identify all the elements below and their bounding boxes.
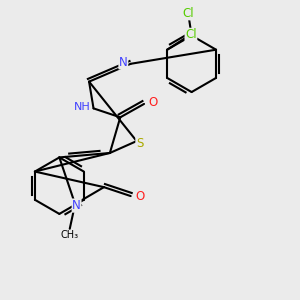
Text: CH₃: CH₃: [61, 230, 79, 240]
Text: S: S: [136, 137, 143, 150]
Text: Cl: Cl: [183, 7, 194, 20]
Text: N: N: [119, 56, 128, 69]
Text: Cl: Cl: [185, 28, 197, 41]
Text: O: O: [135, 190, 144, 202]
Text: NH: NH: [74, 102, 91, 112]
Text: N: N: [72, 199, 81, 212]
Text: O: O: [148, 96, 158, 109]
